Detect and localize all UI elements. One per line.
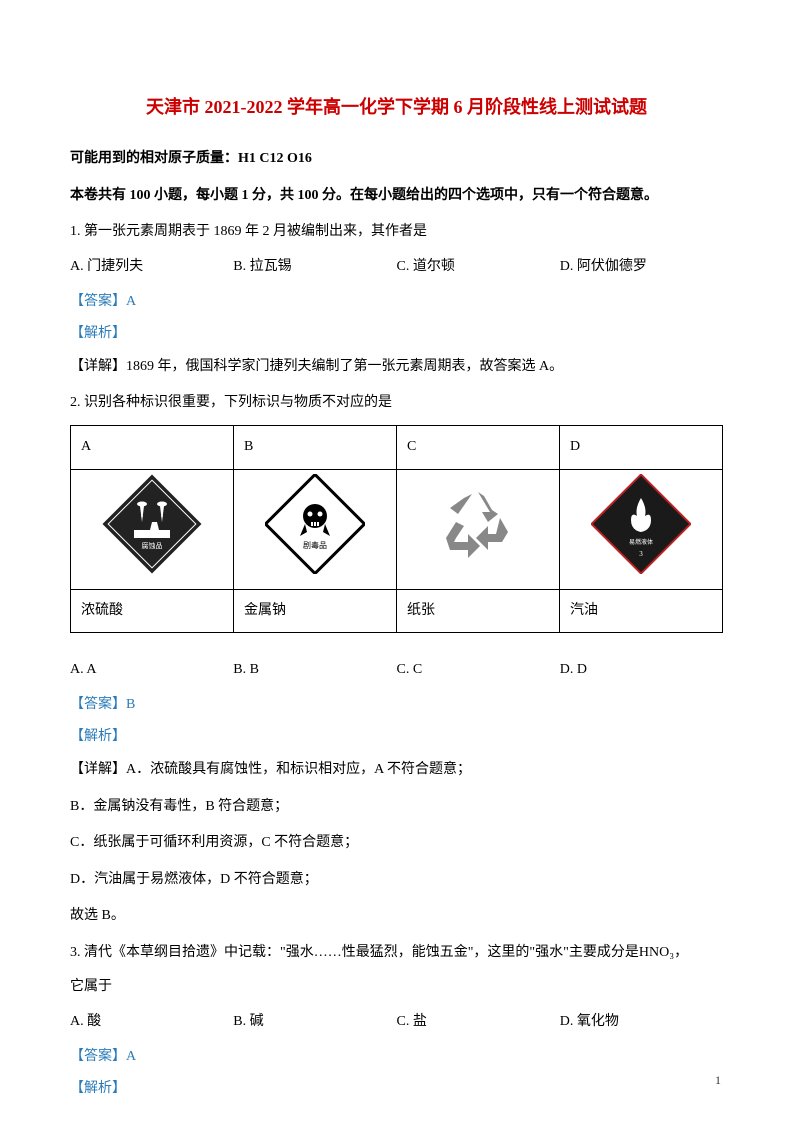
q3-opt-c: C. 盐 — [397, 1009, 560, 1036]
q2-answer: 【答案】B — [70, 692, 723, 719]
q1-answer: 【答案】A — [70, 289, 723, 316]
atomic-mass-line: 可能用到的相对原子质量：H1 C12 O16 — [70, 146, 723, 173]
q2-stem: 2. 识别各种标识很重要，下列标识与物质不对应的是 — [70, 390, 723, 417]
q1-opt-c: C. 道尔顿 — [397, 254, 560, 281]
q2-detail-d: D．汽油属于易燃液体，D 不符合题意； — [70, 867, 723, 894]
q2-image-row: 腐蚀品 剧毒品 — [71, 469, 723, 589]
corrosive-hazard-icon: 腐蚀品 — [102, 474, 202, 585]
toxic-hazard-icon: 剧毒品 — [265, 474, 365, 585]
instructions-line: 本卷共有 100 小题，每小题 1 分，共 100 分。在每小题给出的四个选项中… — [70, 183, 723, 210]
q2-opt-c: C. C — [397, 657, 560, 684]
q1-stem: 1. 第一张元素周期表于 1869 年 2 月被编制出来，其作者是 — [70, 219, 723, 246]
q1-opt-b: B. 拉瓦锡 — [233, 254, 396, 281]
svg-text:易燃液体: 易燃液体 — [629, 538, 653, 546]
svg-text:3: 3 — [639, 550, 643, 558]
q2-analysis-label: 【解析】 — [70, 724, 723, 751]
q2-label-c: 纸张 — [397, 589, 560, 633]
q2-detail-b: B．金属钠没有毒性，B 符合题意； — [70, 794, 723, 821]
q2-label-a: 浓硫酸 — [71, 589, 234, 633]
q1-opt-a: A. 门捷列夫 — [70, 254, 233, 281]
q3-formula: HNO₃ — [639, 945, 674, 960]
q2-img-d: 易燃液体 3 — [560, 469, 723, 589]
q1-opt-d: D. 阿伏伽德罗 — [560, 254, 723, 281]
q3-stem: 3. 清代《本草纲目拾遗》中记载："强水……性最猛烈，能蚀五金"，这里的"强水"… — [70, 940, 723, 967]
q3-stem-line2: 它属于 — [70, 974, 723, 1001]
q2-label-row: 浓硫酸 金属钠 纸张 汽油 — [71, 589, 723, 633]
q3-stem-post: ， — [674, 945, 688, 960]
q1-options: A. 门捷列夫 B. 拉瓦锡 C. 道尔顿 D. 阿伏伽德罗 — [70, 254, 723, 281]
q2-header-c: C — [397, 425, 560, 469]
q2-detail-c: C．纸张属于可循环利用资源，C 不符合题意； — [70, 830, 723, 857]
q2-opt-b: B. B — [233, 657, 396, 684]
svg-text:剧毒品: 剧毒品 — [303, 540, 327, 550]
recycle-icon — [428, 474, 528, 585]
page-title: 天津市 2021-2022 学年高一化学下学期 6 月阶段性线上测试试题 — [70, 90, 723, 124]
svg-text:腐蚀品: 腐蚀品 — [142, 541, 163, 550]
q2-header-a: A — [71, 425, 234, 469]
q2-img-a: 腐蚀品 — [71, 469, 234, 589]
q2-header-d: D — [560, 425, 723, 469]
q2-detail-a: 【详解】A．浓硫酸具有腐蚀性，和标识相对应，A 不符合题意； — [70, 757, 723, 784]
q3-opt-b: B. 碱 — [233, 1009, 396, 1036]
flammable-hazard-icon: 易燃液体 3 — [591, 474, 691, 585]
q1-analysis-label: 【解析】 — [70, 321, 723, 348]
q2-detail-end: 故选 B。 — [70, 903, 723, 930]
q3-stem-pre: 3. 清代《本草纲目拾遗》中记载："强水……性最猛烈，能蚀五金"，这里的"强水"… — [70, 945, 639, 960]
q2-opt-d: D. D — [560, 657, 723, 684]
q3-opt-d: D. 氧化物 — [560, 1009, 723, 1036]
q2-options: A. A B. B C. C D. D — [70, 657, 723, 684]
page-number: 1 — [715, 1069, 721, 1092]
q3-answer: 【答案】A — [70, 1044, 723, 1071]
q2-opt-a: A. A — [70, 657, 233, 684]
q2-img-b: 剧毒品 — [234, 469, 397, 589]
q3-opt-a: A. 酸 — [70, 1009, 233, 1036]
q2-header-row: A B C D — [71, 425, 723, 469]
q2-table: A B C D — [70, 425, 723, 633]
q3-analysis-label: 【解析】 — [70, 1076, 723, 1103]
q2-label-b: 金属钠 — [234, 589, 397, 633]
q2-img-c — [397, 469, 560, 589]
q2-header-b: B — [234, 425, 397, 469]
q1-detail: 【详解】1869 年，俄国科学家门捷列夫编制了第一张元素周期表，故答案选 A。 — [70, 354, 723, 381]
q3-options: A. 酸 B. 碱 C. 盐 D. 氧化物 — [70, 1009, 723, 1036]
q2-label-d: 汽油 — [560, 589, 723, 633]
